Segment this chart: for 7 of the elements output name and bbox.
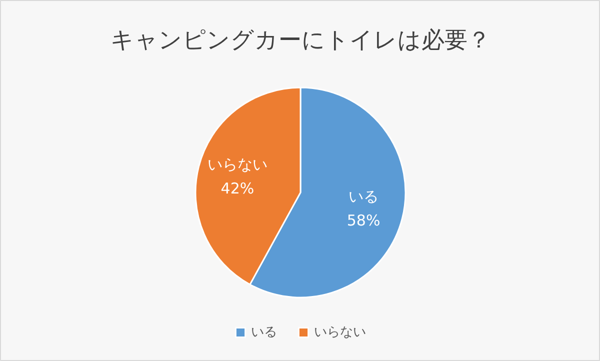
legend-label: いらない [314, 324, 366, 341]
data-label: 42% [220, 179, 254, 198]
slice-label: いる [348, 188, 379, 206]
legend-label: いる [251, 324, 277, 341]
chart-title: キャンピングカーにトイレは必要？ [110, 28, 490, 54]
data-label: 58% [346, 212, 380, 230]
slice-label: いらない [207, 155, 268, 174]
